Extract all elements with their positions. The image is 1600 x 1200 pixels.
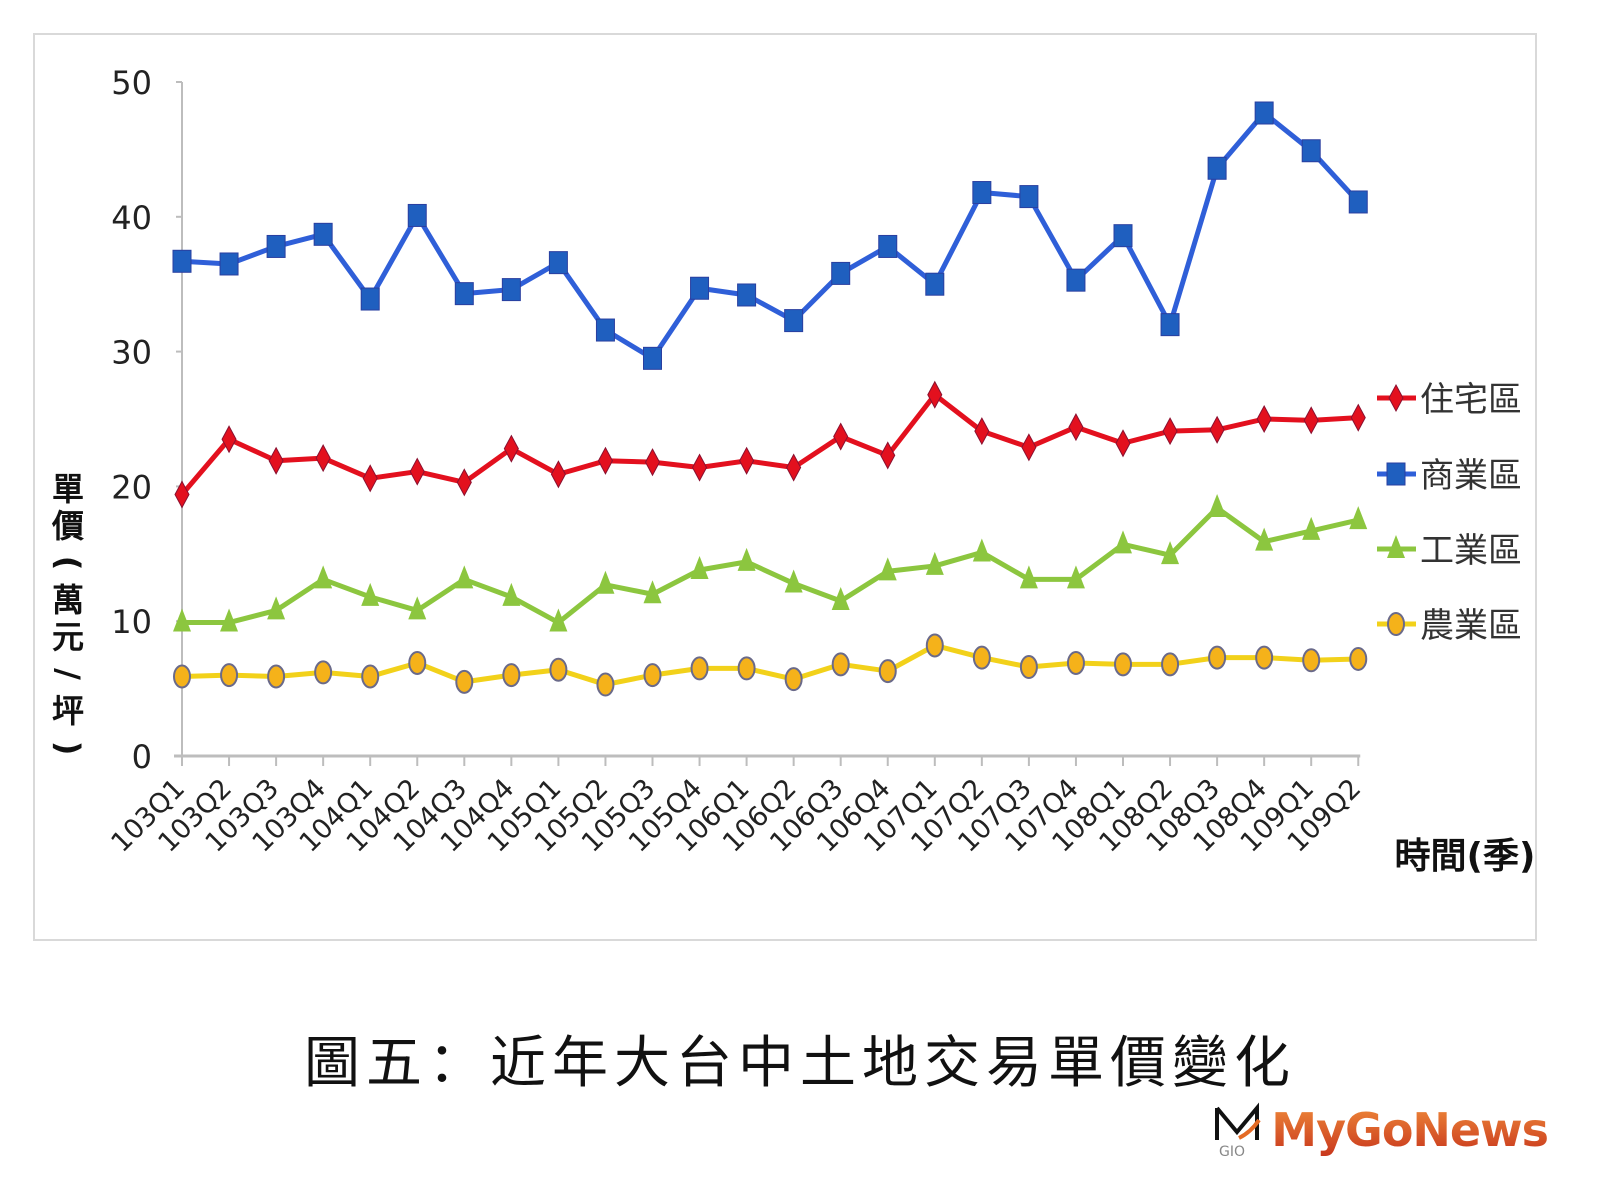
svg-text:單: 單	[52, 470, 84, 508]
y-tick-label: 20	[111, 468, 152, 506]
svg-text:萬: 萬	[52, 581, 84, 619]
figure-caption: 圖五：近年大台中土地交易單價變化	[304, 1031, 1296, 1096]
svg-text:(: (	[49, 556, 87, 571]
svg-text:工業區: 工業區	[1420, 531, 1522, 571]
legend-item: 商業區	[1377, 456, 1522, 496]
svg-text:坪: 坪	[52, 692, 84, 730]
y-tick-label: 0	[132, 738, 152, 776]
mygo-logo-icon: GIO	[1215, 1102, 1261, 1158]
legend-item: 農業區	[1377, 606, 1522, 646]
svg-text:農業區: 農業區	[1420, 606, 1522, 646]
svg-text:/: /	[49, 668, 87, 680]
watermark-text: MyGoNews	[1271, 1103, 1549, 1157]
svg-text:): )	[49, 741, 87, 756]
svg-text:GIO: GIO	[1219, 1144, 1245, 1158]
svg-text:價: 價	[51, 507, 85, 545]
svg-text:商業區: 商業區	[1420, 456, 1522, 496]
svg-text:元: 元	[52, 618, 84, 656]
legend-item: 住宅區	[1377, 380, 1522, 420]
legend-item: 工業區	[1377, 531, 1522, 571]
watermark: GIO MyGoNews	[1211, 1102, 1549, 1158]
series-square	[172, 101, 1368, 370]
y-axis-label: 單價 ( 萬元 / 坪)	[49, 470, 87, 755]
series-triangle	[173, 493, 1368, 632]
series-layer	[172, 101, 1368, 697]
line-chart: 單價 ( 萬元 / 坪) 0 10 20 30 40 50 103Q1103Q2103Q3103Q…	[49, 64, 1536, 877]
series-diamond	[174, 380, 1366, 509]
svg-text:住宅區: 住宅區	[1420, 380, 1522, 420]
chart-frame	[33, 33, 1537, 941]
x-axis: 103Q1103Q2103Q3103Q4104Q1104Q2104Q3104Q4…	[105, 754, 1367, 859]
series-circle	[173, 633, 1368, 697]
y-axis: 0 10 20 30 40 50	[111, 64, 183, 776]
y-tick-label: 10	[111, 603, 152, 641]
y-tick-label: 40	[111, 199, 152, 237]
y-tick-label: 30	[111, 334, 152, 372]
y-tick-label: 50	[111, 64, 152, 102]
x-axis-title: 時間(季)	[1395, 836, 1536, 877]
